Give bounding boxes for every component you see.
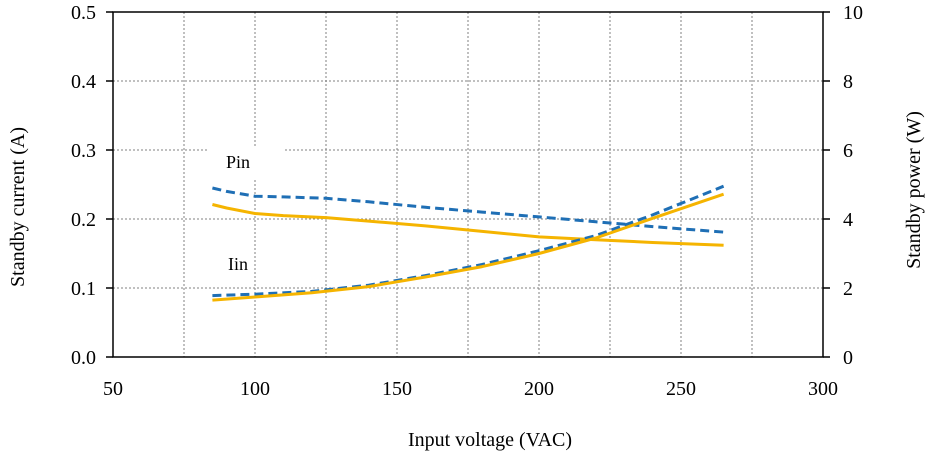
iin-label: Iin — [228, 254, 248, 274]
pin-label: Pin — [226, 152, 250, 172]
right-y-tick-label: 10 — [843, 2, 863, 24]
series-lines — [212, 184, 725, 302]
x-tick-label: 50 — [103, 378, 123, 400]
plot-frame — [112, 11, 824, 358]
series-line-2 — [212, 184, 725, 298]
left-y-tick-label: 0.0 — [71, 347, 96, 369]
left-y-axis-title: Standby current (A) — [7, 127, 29, 287]
x-axis-title: Input voltage (VAC) — [408, 429, 572, 451]
right-y-tick-label: 4 — [843, 209, 853, 231]
x-axis-ticks: 50 100 150 200 250 300 — [103, 378, 838, 400]
left-y-tick-label: 0.4 — [71, 71, 96, 93]
x-tick-label: 200 — [524, 378, 554, 400]
x-tick-label: 300 — [808, 378, 838, 400]
left-y-tick-label: 0.1 — [71, 278, 96, 300]
series-line-3 — [212, 192, 725, 302]
x-tick-label: 100 — [240, 378, 270, 400]
right-y-tick-label: 0 — [843, 347, 853, 369]
right-y-tick-label: 6 — [843, 140, 853, 162]
grid-lines — [113, 12, 823, 357]
right-y-axis-title: Standby power (W) — [903, 111, 925, 269]
series-line-1 — [212, 203, 724, 247]
left-y-tick-label: 0.3 — [71, 140, 96, 162]
right-y-axis-ticks: 0 2 4 6 8 10 — [823, 2, 863, 369]
left-y-tick-label: 0.5 — [71, 2, 96, 24]
x-tick-label: 250 — [666, 378, 696, 400]
right-y-tick-label: 2 — [843, 278, 853, 300]
left-y-tick-label: 0.2 — [71, 209, 96, 231]
x-tick-label: 150 — [382, 378, 412, 400]
pin-label-bg — [208, 146, 284, 180]
left-y-axis-ticks: 0.0 0.1 0.2 0.3 0.4 0.5 — [71, 2, 113, 369]
series-line-0 — [212, 186, 724, 234]
right-y-tick-label: 8 — [843, 71, 853, 93]
